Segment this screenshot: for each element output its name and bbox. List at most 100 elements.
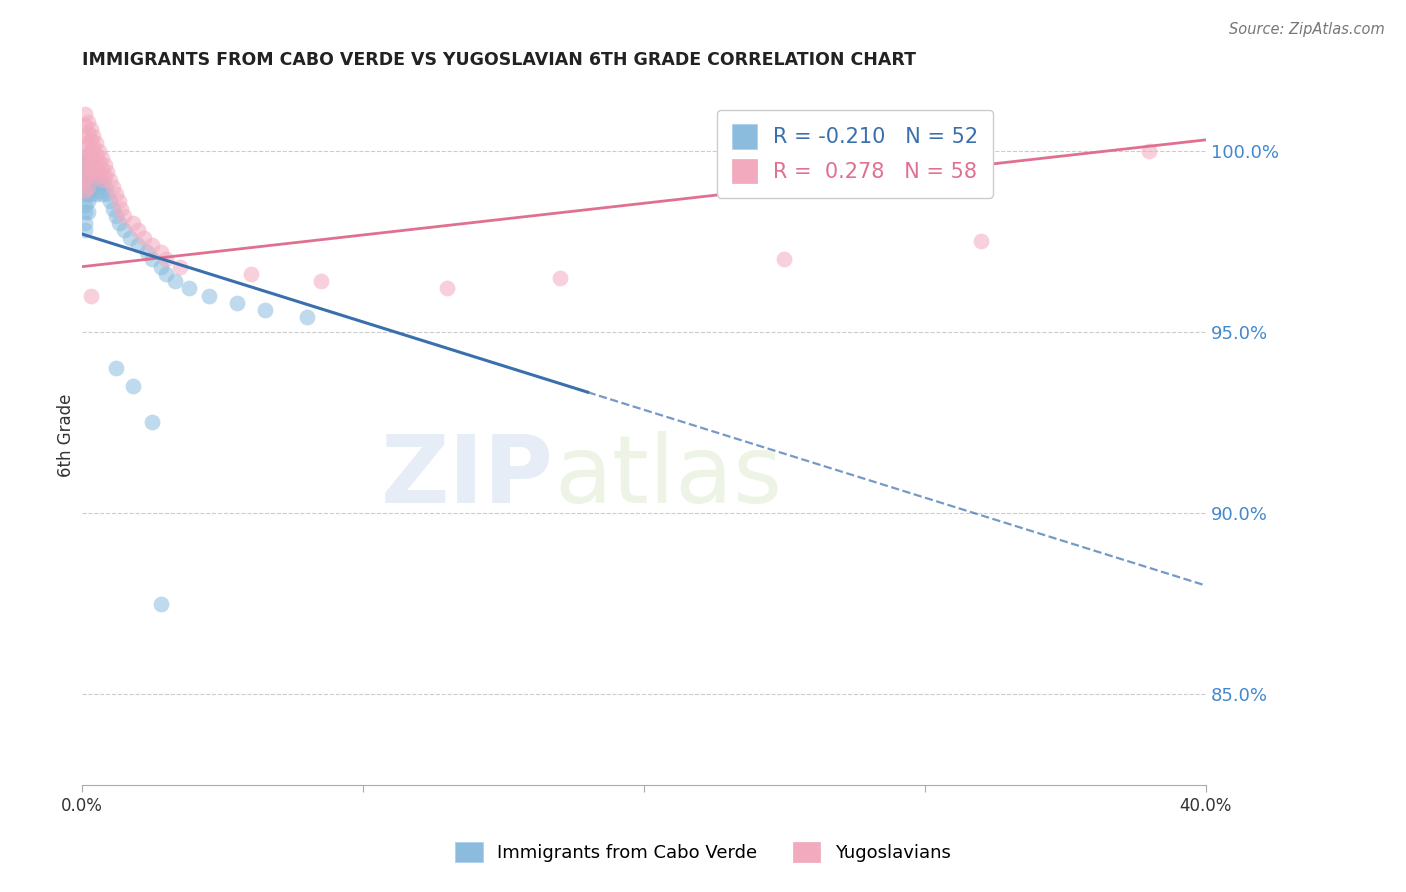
Point [76,126,98,140]
Point [149,597,172,611]
Point [79,165,101,179]
Point [76,187,98,202]
Point [87,184,110,198]
Point [76,161,98,176]
Point [73,107,96,121]
Point [76,205,98,219]
Point [135,245,157,260]
Text: Source: ZipAtlas.com: Source: ZipAtlas.com [1229,22,1385,37]
Point [73,172,96,186]
Point [112,223,135,237]
Point [73,180,96,194]
Point [76,180,98,194]
Point [141,416,163,430]
Point [90,151,112,165]
Point [98,194,121,209]
Text: ZIP: ZIP [381,431,554,523]
Point [104,361,127,376]
Point [121,216,143,230]
Point [127,223,149,237]
Point [84,165,107,179]
Point [132,230,155,244]
Point [73,216,96,230]
Point [79,187,101,202]
Point [87,154,110,169]
Point [118,230,141,244]
Text: atlas: atlas [554,431,782,523]
Point [73,169,96,183]
Point [295,310,318,325]
Point [96,187,118,202]
Point [82,129,104,144]
Legend: Immigrants from Cabo Verde, Yugoslavians: Immigrants from Cabo Verde, Yugoslavians [449,834,957,870]
Point [73,223,96,237]
Point [112,209,135,223]
Point [84,147,107,161]
Point [98,172,121,186]
Point [76,153,98,167]
Point [155,252,177,267]
Point [225,296,247,310]
Point [96,165,118,179]
Point [90,177,112,191]
Point [76,158,98,172]
Point [84,136,107,151]
Point [82,140,104,154]
Point [76,136,98,151]
Point [93,169,115,183]
Point [79,165,101,179]
Point [82,158,104,172]
Point [76,194,98,209]
Point [73,198,96,212]
Point [107,216,129,230]
Point [110,202,132,216]
Point [87,172,110,186]
Text: IMMIGRANTS FROM CABO VERDE VS YUGOSLAVIAN 6TH GRADE CORRELATION CHART: IMMIGRANTS FROM CABO VERDE VS YUGOSLAVIA… [82,51,917,69]
Point [107,194,129,209]
Point [73,161,96,176]
Point [436,281,458,295]
Point [79,154,101,169]
Point [82,180,104,194]
Point [87,144,110,158]
Point [121,379,143,393]
Point [970,235,993,249]
Point [79,133,101,147]
Point [79,144,101,158]
Point [73,129,96,144]
Point [76,147,98,161]
Point [141,252,163,267]
Point [84,169,107,183]
Point [93,180,115,194]
Point [79,154,101,169]
Point [90,187,112,202]
Point [177,281,200,295]
Point [82,161,104,176]
Point [73,151,96,165]
Point [73,149,96,163]
Point [73,140,96,154]
Point [73,158,96,172]
Point [73,205,96,219]
Point [90,172,112,186]
Y-axis label: 6th Grade: 6th Grade [58,393,75,477]
Point [104,209,127,223]
Point [101,202,124,216]
Point [93,158,115,172]
Point [104,187,127,202]
Point [84,177,107,191]
Point [197,288,219,302]
Point [73,119,96,133]
Point [548,270,571,285]
Point [127,238,149,252]
Point [82,151,104,165]
Point [149,245,172,260]
Point [90,161,112,176]
Point [84,158,107,172]
Point [169,260,191,274]
Point [76,172,98,186]
Point [149,260,172,274]
Point [82,169,104,183]
Point [87,165,110,179]
Point [141,238,163,252]
